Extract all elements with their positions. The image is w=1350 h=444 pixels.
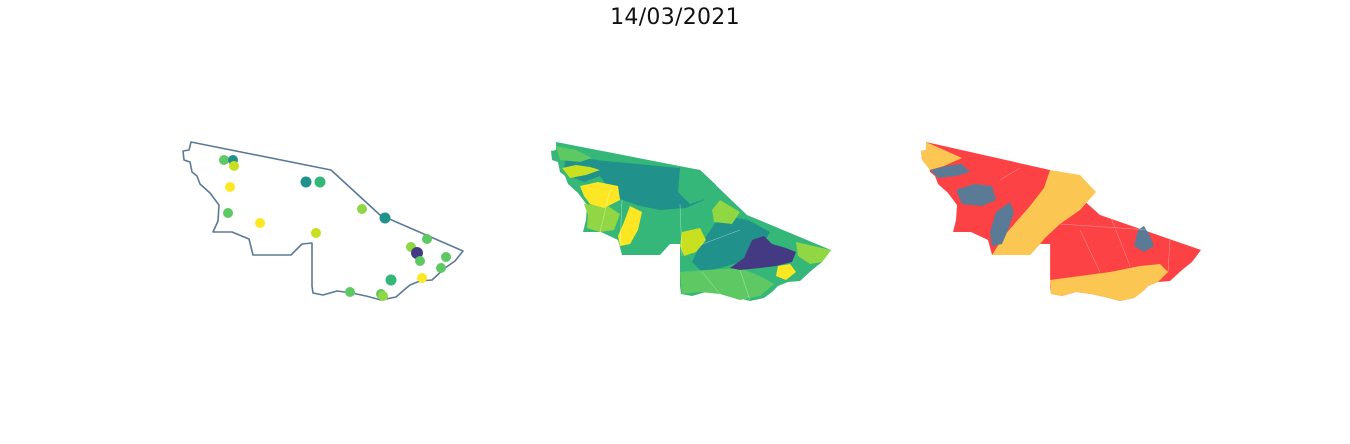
municipality-marker (415, 256, 425, 266)
viridis-choropleth-panel (551, 142, 831, 301)
region-v-yellow-east (776, 264, 796, 280)
region-r-orange-south (1050, 264, 1168, 301)
region-v-lime-east (796, 242, 831, 264)
state-outline (182, 141, 464, 301)
municipality-marker (441, 252, 451, 262)
region-r-orange-band (992, 170, 1096, 255)
region-v-teal-center (692, 215, 770, 272)
point-map-panel (182, 141, 464, 301)
region-r-slate-3 (990, 202, 1014, 246)
municipality-marker (422, 234, 432, 244)
municipality-marker (223, 208, 233, 218)
municipality-marker (436, 263, 446, 273)
region-r-slate-2 (956, 184, 996, 206)
municipality-marker (255, 218, 265, 228)
region-v-ygreen-mid (680, 228, 706, 256)
region-v-yellow-west2 (618, 206, 642, 246)
region-r-slate-4 (1134, 226, 1154, 252)
municipality-marker (219, 155, 229, 165)
page-title: 14/03/2021 (610, 5, 740, 30)
municipality-marker (314, 176, 326, 188)
municipality-borders-v (599, 189, 751, 301)
municipality-marker (385, 274, 397, 286)
risk-choropleth-panel (921, 142, 1201, 301)
region-v-yellow-nw (562, 165, 600, 178)
region-v-green-north (678, 168, 716, 204)
region-r-slate-1 (930, 164, 970, 178)
municipality-marker (345, 287, 355, 297)
municipality-borders-r (999, 167, 1171, 286)
region-v-purple-east (730, 236, 796, 270)
municipality-marker (357, 204, 367, 214)
region-v-yellow-west1 (580, 182, 620, 208)
municipality-marker (225, 182, 235, 192)
municipality-marker (300, 176, 312, 188)
municipality-marker (417, 273, 427, 283)
municipality-marker (311, 228, 321, 238)
municipality-marker (379, 212, 391, 224)
region-v-lightgreen-west (584, 204, 620, 232)
region-v-lime-south (680, 268, 774, 300)
municipality-marker (229, 161, 239, 171)
region-v-ygreen-east (712, 200, 740, 224)
municipality-marker (378, 291, 388, 301)
region-r-orange-nw (921, 142, 962, 170)
region-v-lightgreen-nw (556, 146, 592, 162)
